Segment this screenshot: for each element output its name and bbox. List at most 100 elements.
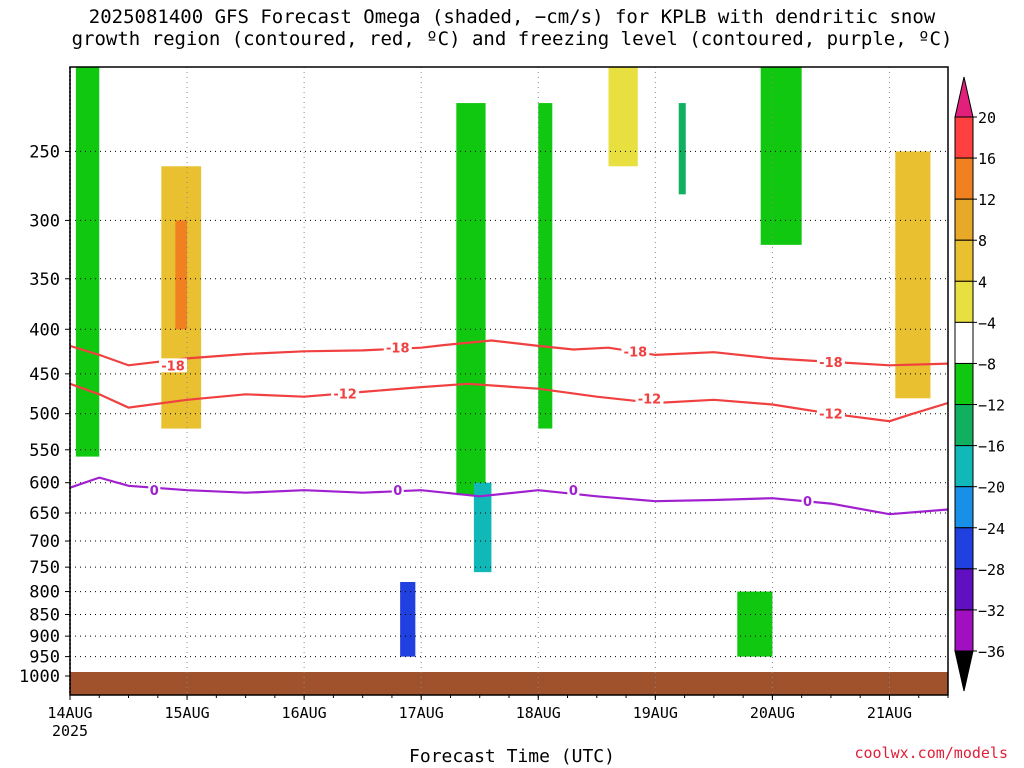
contour-label-bg-7 <box>148 483 161 498</box>
y-tick-label-350: 350 <box>29 270 60 290</box>
contour-line-m18 <box>70 339 948 367</box>
x-tick-label-0: 14AUG <box>47 704 92 722</box>
y-tick-label-800: 800 <box>29 583 60 603</box>
colorbar-label-12: −32 <box>978 602 1005 620</box>
ground-rect <box>70 672 948 695</box>
colorbar: 20 16 12 8 4 −4 −8 −12 −16 −20 −24 −28 −32 −36 <box>954 76 1005 692</box>
contour-label-10: 0 <box>803 495 812 510</box>
colorbar-label-10: −24 <box>978 520 1005 538</box>
colorbar-label-11: −28 <box>978 561 1005 579</box>
omega-cell-10 <box>737 591 773 657</box>
omega-cell-3 <box>456 103 486 496</box>
colorbar-box-8 <box>954 445 974 488</box>
y-tick-label-700: 700 <box>29 532 60 552</box>
y-tick-label-650: 650 <box>29 504 60 524</box>
colorbar-box-4 <box>954 280 974 323</box>
contour-line-0 <box>70 476 948 516</box>
colorbar-label-9: −20 <box>978 479 1005 497</box>
colorbar-box-2 <box>954 198 974 241</box>
colorbar-label-8: −16 <box>978 438 1005 456</box>
colorbar-label-5: −4 <box>978 314 996 332</box>
x-tick-label-5: 19AUG <box>633 704 678 722</box>
colorbar-bottom-arrow <box>954 650 974 692</box>
contour-label-bg-9 <box>567 483 580 498</box>
colorbar-box-11 <box>954 568 974 611</box>
omega-cell-0 <box>75 67 100 457</box>
y-tick-label-600: 600 <box>29 474 60 494</box>
grid-lines <box>70 67 948 695</box>
contour-label-3: -18 <box>819 356 843 371</box>
colorbar-label-3: 8 <box>978 232 987 250</box>
y-tick-label-750: 750 <box>29 558 60 578</box>
colorbar-label-2: 12 <box>978 191 996 209</box>
contour-label-bg-3 <box>816 354 845 369</box>
contour-label-bg-8 <box>391 483 404 498</box>
contour-label-bg-2 <box>621 344 650 359</box>
contour-label-9: 0 <box>569 484 578 499</box>
x-tick-label-1: 15AUG <box>164 704 209 722</box>
colorbar-box-3 <box>954 239 974 282</box>
colorbar-label-0: 20 <box>978 109 996 127</box>
omega-shading <box>75 67 931 657</box>
contour-label-bg-1 <box>383 340 412 355</box>
contour-label-4: -12 <box>333 388 357 403</box>
colorbar-label-1: 16 <box>978 150 996 168</box>
colorbar-box-10 <box>954 527 974 570</box>
y-tick-label-550: 550 <box>29 441 60 461</box>
y-tick-label-1000: 1000 <box>19 667 60 687</box>
colorbar-box-5 <box>954 321 974 364</box>
x-tick-label-4: 18AUG <box>516 704 561 722</box>
omega-cell-5 <box>400 581 416 657</box>
omega-cell-7 <box>678 103 686 195</box>
x-year-label: 2025 <box>52 722 88 740</box>
credit-link[interactable]: coolwx.com/models <box>854 744 1008 762</box>
y-tick-label-950: 950 <box>29 648 60 668</box>
contour-label-bg-10 <box>801 494 814 509</box>
x-tick-label-6: 20AUG <box>750 704 795 722</box>
omega-cell-4 <box>473 482 492 573</box>
chart-title: 2025081400 GFS Forecast Omega (shaded, −… <box>0 6 1024 50</box>
x-tick-label-7: 21AUG <box>867 704 912 722</box>
y-tick-label-850: 850 <box>29 606 60 626</box>
contour-label-2: -18 <box>624 345 648 360</box>
y-tick-label-450: 450 <box>29 365 60 385</box>
colorbar-label-6: −8 <box>978 355 996 373</box>
contour-label-8: 0 <box>393 484 402 499</box>
y-axis: 2503003504004505005506006507007508008509… <box>19 142 70 687</box>
contour-label-bg-5 <box>635 391 664 406</box>
y-tick-label-250: 250 <box>29 142 60 162</box>
plot-border <box>69 66 949 696</box>
colorbar-top-arrow <box>954 76 974 118</box>
y-tick-label-900: 900 <box>29 627 60 647</box>
y-tick-label-300: 300 <box>29 211 60 231</box>
chart-title-line2: growth region (contoured, red, ºC) and f… <box>71 28 953 50</box>
colorbar-label-4: 4 <box>978 273 987 291</box>
contour-line-m12 <box>70 382 948 423</box>
contour-label-0: -18 <box>161 359 185 374</box>
plot-frame <box>69 66 949 696</box>
colorbar-label-7: −12 <box>978 397 1005 415</box>
contour-labels: -18 -18 -18 -18 -12 -12 -12 0 0 0 0 <box>148 340 845 510</box>
colorbar-box-9 <box>954 486 974 529</box>
omega-cell-8 <box>760 67 802 245</box>
y-tick-label-400: 400 <box>29 320 60 340</box>
colorbar-box-1 <box>954 157 974 200</box>
contour-label-bg-4 <box>331 386 360 401</box>
colorbar-box-12 <box>954 609 974 652</box>
chart-title-line1: 2025081400 GFS Forecast Omega (shaded, −… <box>88 6 936 28</box>
x-axis: 14AUG 15AUG 16AUG 17AUG 18AUG 19AUG 20AUG 21AUG… <box>47 695 949 740</box>
colorbar-box-6 <box>954 362 974 406</box>
colorbar-box-7 <box>954 404 974 447</box>
colorbar-box-0 <box>954 116 974 159</box>
contour-label-7: 0 <box>150 484 159 499</box>
contour-label-bg-0 <box>159 358 188 373</box>
omega-cell-2 <box>175 220 188 330</box>
omega-cell-9 <box>895 151 931 399</box>
x-axis-title: Forecast Time (UTC) <box>409 746 615 767</box>
contour-label-5: -12 <box>638 392 662 407</box>
contour-label-6: -12 <box>819 408 843 423</box>
ground-fill <box>70 672 948 695</box>
contour-label-bg-6 <box>816 406 845 421</box>
omega-cell-11 <box>608 67 638 167</box>
